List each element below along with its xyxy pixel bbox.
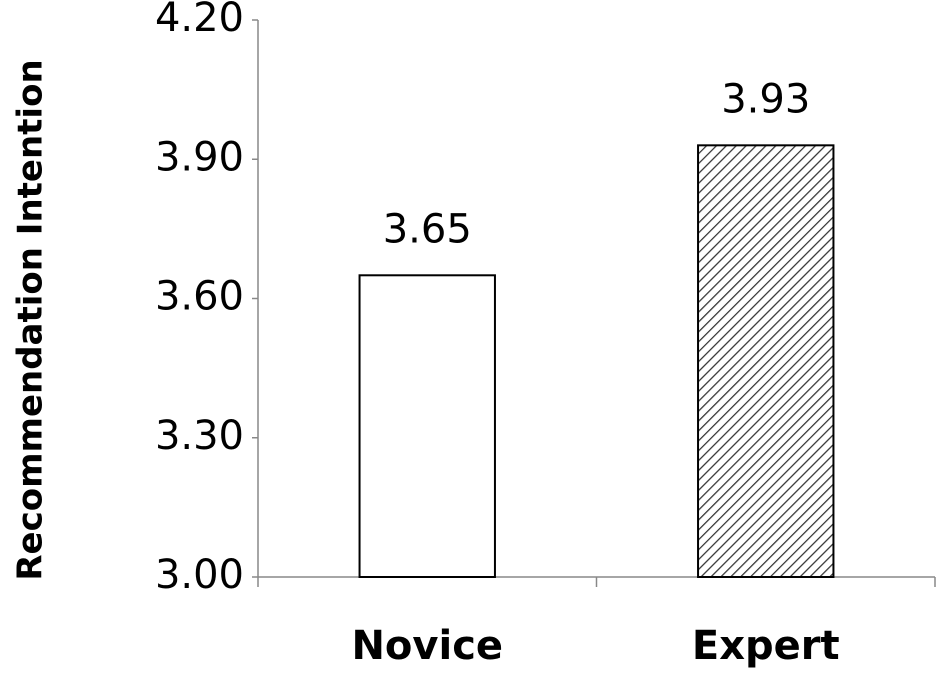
data-label: 3.93 bbox=[721, 76, 810, 122]
y-axis-title: Recommendation Intention bbox=[11, 59, 51, 580]
y-tick-label: 3.90 bbox=[155, 134, 244, 180]
y-tick-label: 3.60 bbox=[155, 274, 244, 320]
y-tick-label: 3.30 bbox=[155, 413, 244, 459]
y-tick-label: 3.00 bbox=[155, 552, 244, 598]
x-tick-label: Expert bbox=[692, 623, 840, 669]
bar bbox=[358, 274, 496, 578]
data-label: 3.65 bbox=[383, 206, 472, 252]
y-tick-label: 4.20 bbox=[155, 0, 244, 41]
bar bbox=[697, 144, 835, 578]
x-tick-label: Novice bbox=[351, 623, 503, 669]
